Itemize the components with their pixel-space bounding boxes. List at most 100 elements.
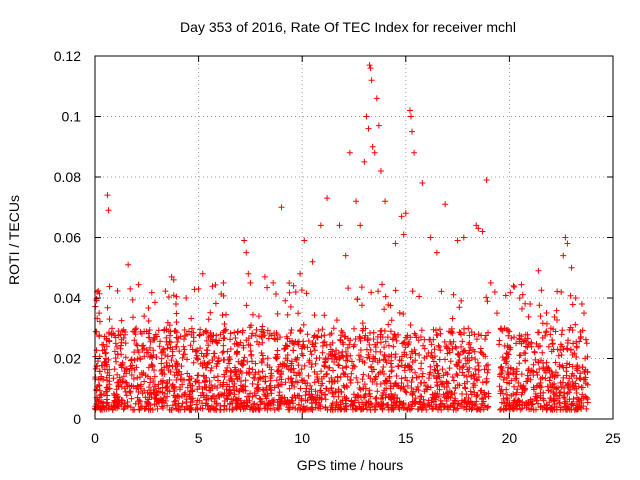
roti-point-band (551, 401, 558, 408)
roti-point-band (268, 366, 275, 373)
roti-point-band (525, 365, 532, 372)
roti-point-band (498, 406, 505, 413)
roti-point-band (333, 347, 340, 354)
roti-point (353, 198, 360, 205)
roti-point-band (368, 401, 375, 408)
roti-point-band (484, 369, 491, 376)
roti-point-band (237, 368, 244, 375)
roti-point-band (254, 381, 261, 388)
roti-point-band (473, 336, 480, 343)
roti-point-band (227, 386, 234, 393)
roti-point-band (497, 364, 504, 371)
roti-point-band (95, 358, 102, 365)
roti-point-band (564, 390, 571, 397)
y-tick-label: 0.06 (54, 230, 81, 246)
roti-point-band (523, 400, 530, 407)
roti-point-band (448, 328, 455, 335)
roti-point-band (443, 343, 450, 350)
roti-point-band (444, 350, 451, 357)
roti-point-band (211, 353, 218, 360)
roti-point-band (526, 406, 533, 413)
roti-point-band (220, 335, 227, 342)
roti-point-band (366, 387, 373, 394)
roti-point-band (227, 373, 234, 380)
roti-point-band (377, 339, 384, 346)
roti-point-band (431, 392, 438, 399)
roti-point-band (127, 357, 134, 364)
roti-point-band (108, 325, 115, 332)
roti-point-band (483, 379, 490, 386)
roti-point-band (512, 403, 519, 410)
roti-point-band (177, 333, 184, 340)
roti-point-band (342, 357, 349, 364)
roti-point-band (533, 394, 540, 401)
y-tick-label: 0.12 (54, 48, 81, 64)
roti-point-band (569, 351, 576, 358)
roti-point-band (254, 401, 261, 408)
roti-point-band (286, 289, 293, 296)
roti-point-band (545, 387, 552, 394)
roti-point (487, 279, 494, 286)
roti-point-band (161, 364, 168, 371)
roti-point-band (584, 381, 591, 388)
roti-point (373, 95, 380, 102)
roti-point-band (211, 398, 218, 405)
roti-point-band (442, 356, 449, 363)
roti-point-band (554, 372, 561, 379)
roti-point (104, 192, 111, 199)
roti-point-band (304, 397, 311, 404)
roti-point-band (419, 404, 426, 411)
roti-point-band (284, 352, 291, 359)
roti-point-band (363, 406, 370, 413)
roti-point-band (149, 354, 156, 361)
roti-point-band (103, 384, 110, 391)
roti-point-band (337, 374, 344, 381)
roti-point-band (184, 384, 191, 391)
roti-point-band (293, 357, 300, 364)
roti-point-band (436, 386, 443, 393)
roti-point-band (233, 373, 240, 380)
roti-point-band (413, 374, 420, 381)
roti-point-band (479, 400, 486, 407)
roti-point-band (408, 385, 415, 392)
roti-point-band (413, 334, 420, 341)
roti-point-band (181, 336, 188, 343)
roti-point-band (540, 389, 547, 396)
roti-point-band (138, 330, 145, 337)
roti-point-band (330, 393, 337, 400)
roti-point-band (497, 390, 504, 397)
roti-point-band (205, 342, 212, 349)
roti-point-band (133, 325, 140, 332)
roti-point-band (564, 382, 571, 389)
roti-point-band (362, 399, 369, 406)
roti-point-band (273, 355, 280, 362)
roti-point-band (345, 285, 352, 292)
roti-point-band (245, 335, 252, 342)
roti-point-band (503, 350, 510, 357)
roti-point-band (511, 283, 518, 290)
roti-point-band (423, 406, 430, 413)
roti-point-band (104, 384, 111, 391)
roti-point-band (298, 397, 305, 404)
roti-point-band (104, 363, 111, 370)
roti-point-band (284, 343, 291, 350)
roti-point-band (400, 383, 407, 390)
roti-point-band (447, 338, 454, 345)
roti-point-band (339, 352, 346, 359)
roti-point-band (329, 355, 336, 362)
roti-point-band (314, 334, 321, 341)
roti-point-band (151, 336, 158, 343)
roti-point-band (407, 354, 414, 361)
roti-point-band (297, 385, 304, 392)
roti-point-band (503, 386, 510, 393)
roti-point-band (99, 341, 106, 348)
roti-point-band (416, 398, 423, 405)
roti-point-band (301, 362, 308, 369)
roti-point-band (171, 371, 178, 378)
roti-point-band (321, 312, 328, 319)
roti-point (105, 207, 112, 214)
roti-point-band (392, 391, 399, 398)
roti-point-band (295, 362, 302, 369)
roti-point-band (564, 406, 571, 413)
roti-point-band (564, 360, 571, 367)
